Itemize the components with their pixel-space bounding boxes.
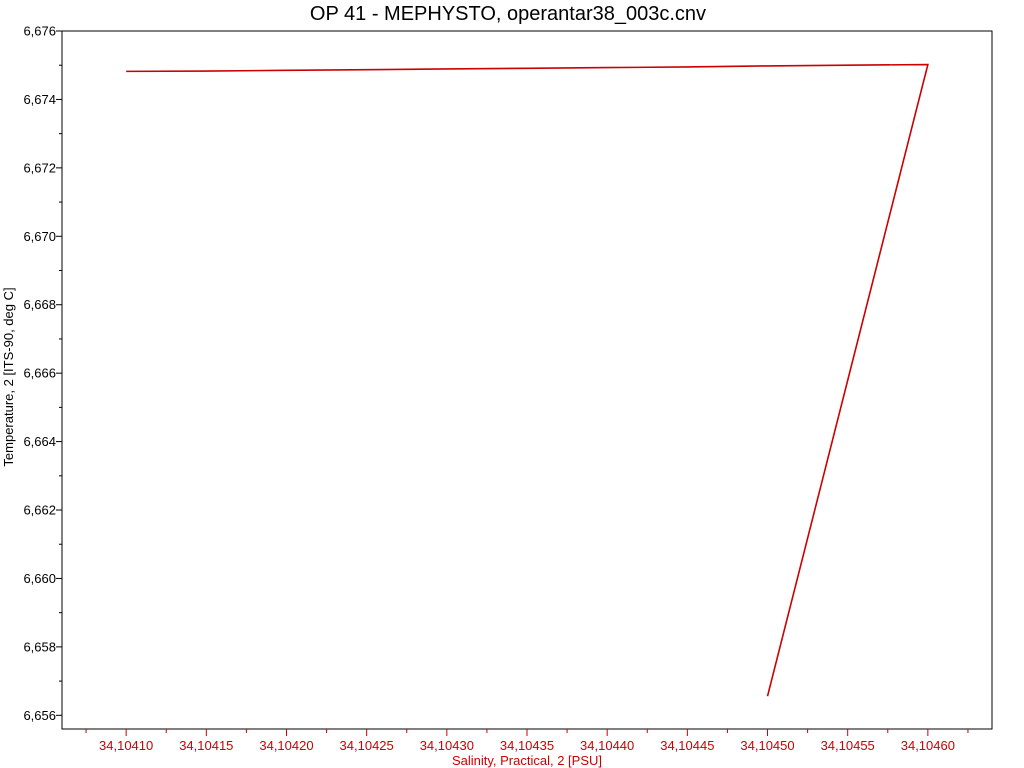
y-tick-label: 6,676 [23,24,56,39]
x-tick-label: 34,10430 [420,738,474,753]
x-tick-label: 34,10460 [901,738,955,753]
x-tick-label: 34,10415 [179,738,233,753]
y-tick-label: 6,662 [23,503,56,518]
y-tick-label: 6,666 [23,366,56,381]
y-tick-label: 6,664 [23,434,56,449]
y-tick-label: 6,656 [23,708,56,723]
x-tick-label: 34,10410 [99,738,153,753]
x-tick-label: 34,10420 [259,738,313,753]
y-axis: 6,656 6,658 6,660 6,662 6,664 6,666 6,668 6,670… [23,24,62,723]
x-tick-label: 34,10425 [340,738,394,753]
y-tick-label: 6,674 [23,92,56,107]
y-axis-label: Temperature, 2 [ITS-90, deg C] [1,287,16,466]
series-layer [126,63,929,697]
x-tick-label: 34,10445 [660,738,714,753]
chart-title: OP 41 - MEPHYSTO, operantar38_003c.cnv [310,3,706,25]
x-axis: 34,10410 34,10415 34,10420 34,10425 34,10430… [85,729,969,753]
x-tick-label: 34,10435 [500,738,554,753]
y-tick-label: 6,668 [23,297,56,312]
x-tick-label: 34,10440 [580,738,634,753]
series-line [126,63,929,697]
y-tick-label: 6,660 [23,571,56,586]
y-tick-label: 6,670 [23,229,56,244]
y-tick-label: 6,672 [23,160,56,175]
x-axis-label: Salinity, Practical, 2 [PSU] [452,753,602,768]
x-tick-label: 34,10455 [821,738,875,753]
x-tick-label: 34,10450 [740,738,794,753]
y-tick-label: 6,658 [23,639,56,654]
